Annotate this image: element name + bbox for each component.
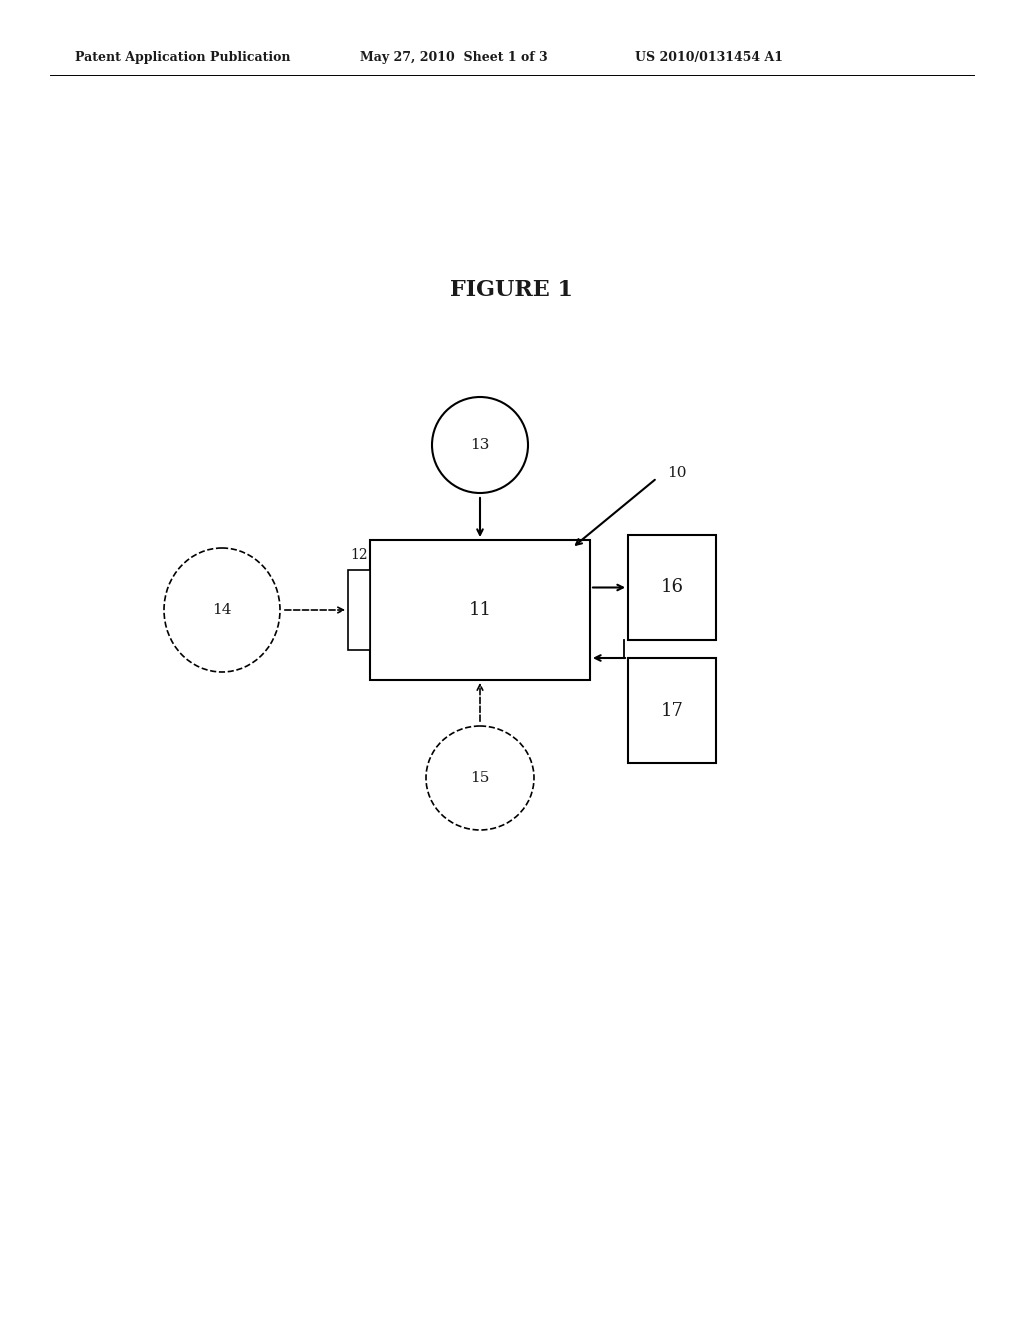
Text: US 2010/0131454 A1: US 2010/0131454 A1 — [635, 51, 783, 65]
Text: FIGURE 1: FIGURE 1 — [451, 279, 573, 301]
Text: 11: 11 — [469, 601, 492, 619]
Text: 17: 17 — [660, 701, 683, 719]
Text: 13: 13 — [470, 438, 489, 451]
Bar — [348, 570, 370, 649]
Bar — [628, 657, 716, 763]
Text: 15: 15 — [470, 771, 489, 785]
Ellipse shape — [164, 548, 280, 672]
Bar — [370, 540, 590, 680]
Text: Patent Application Publication: Patent Application Publication — [75, 51, 291, 65]
Text: 16: 16 — [660, 578, 683, 597]
Text: 10: 10 — [667, 466, 686, 480]
Circle shape — [432, 397, 528, 492]
Text: 12: 12 — [350, 548, 368, 562]
Text: 14: 14 — [212, 603, 231, 616]
Bar — [628, 535, 716, 640]
Text: May 27, 2010  Sheet 1 of 3: May 27, 2010 Sheet 1 of 3 — [360, 51, 548, 65]
Ellipse shape — [426, 726, 534, 830]
